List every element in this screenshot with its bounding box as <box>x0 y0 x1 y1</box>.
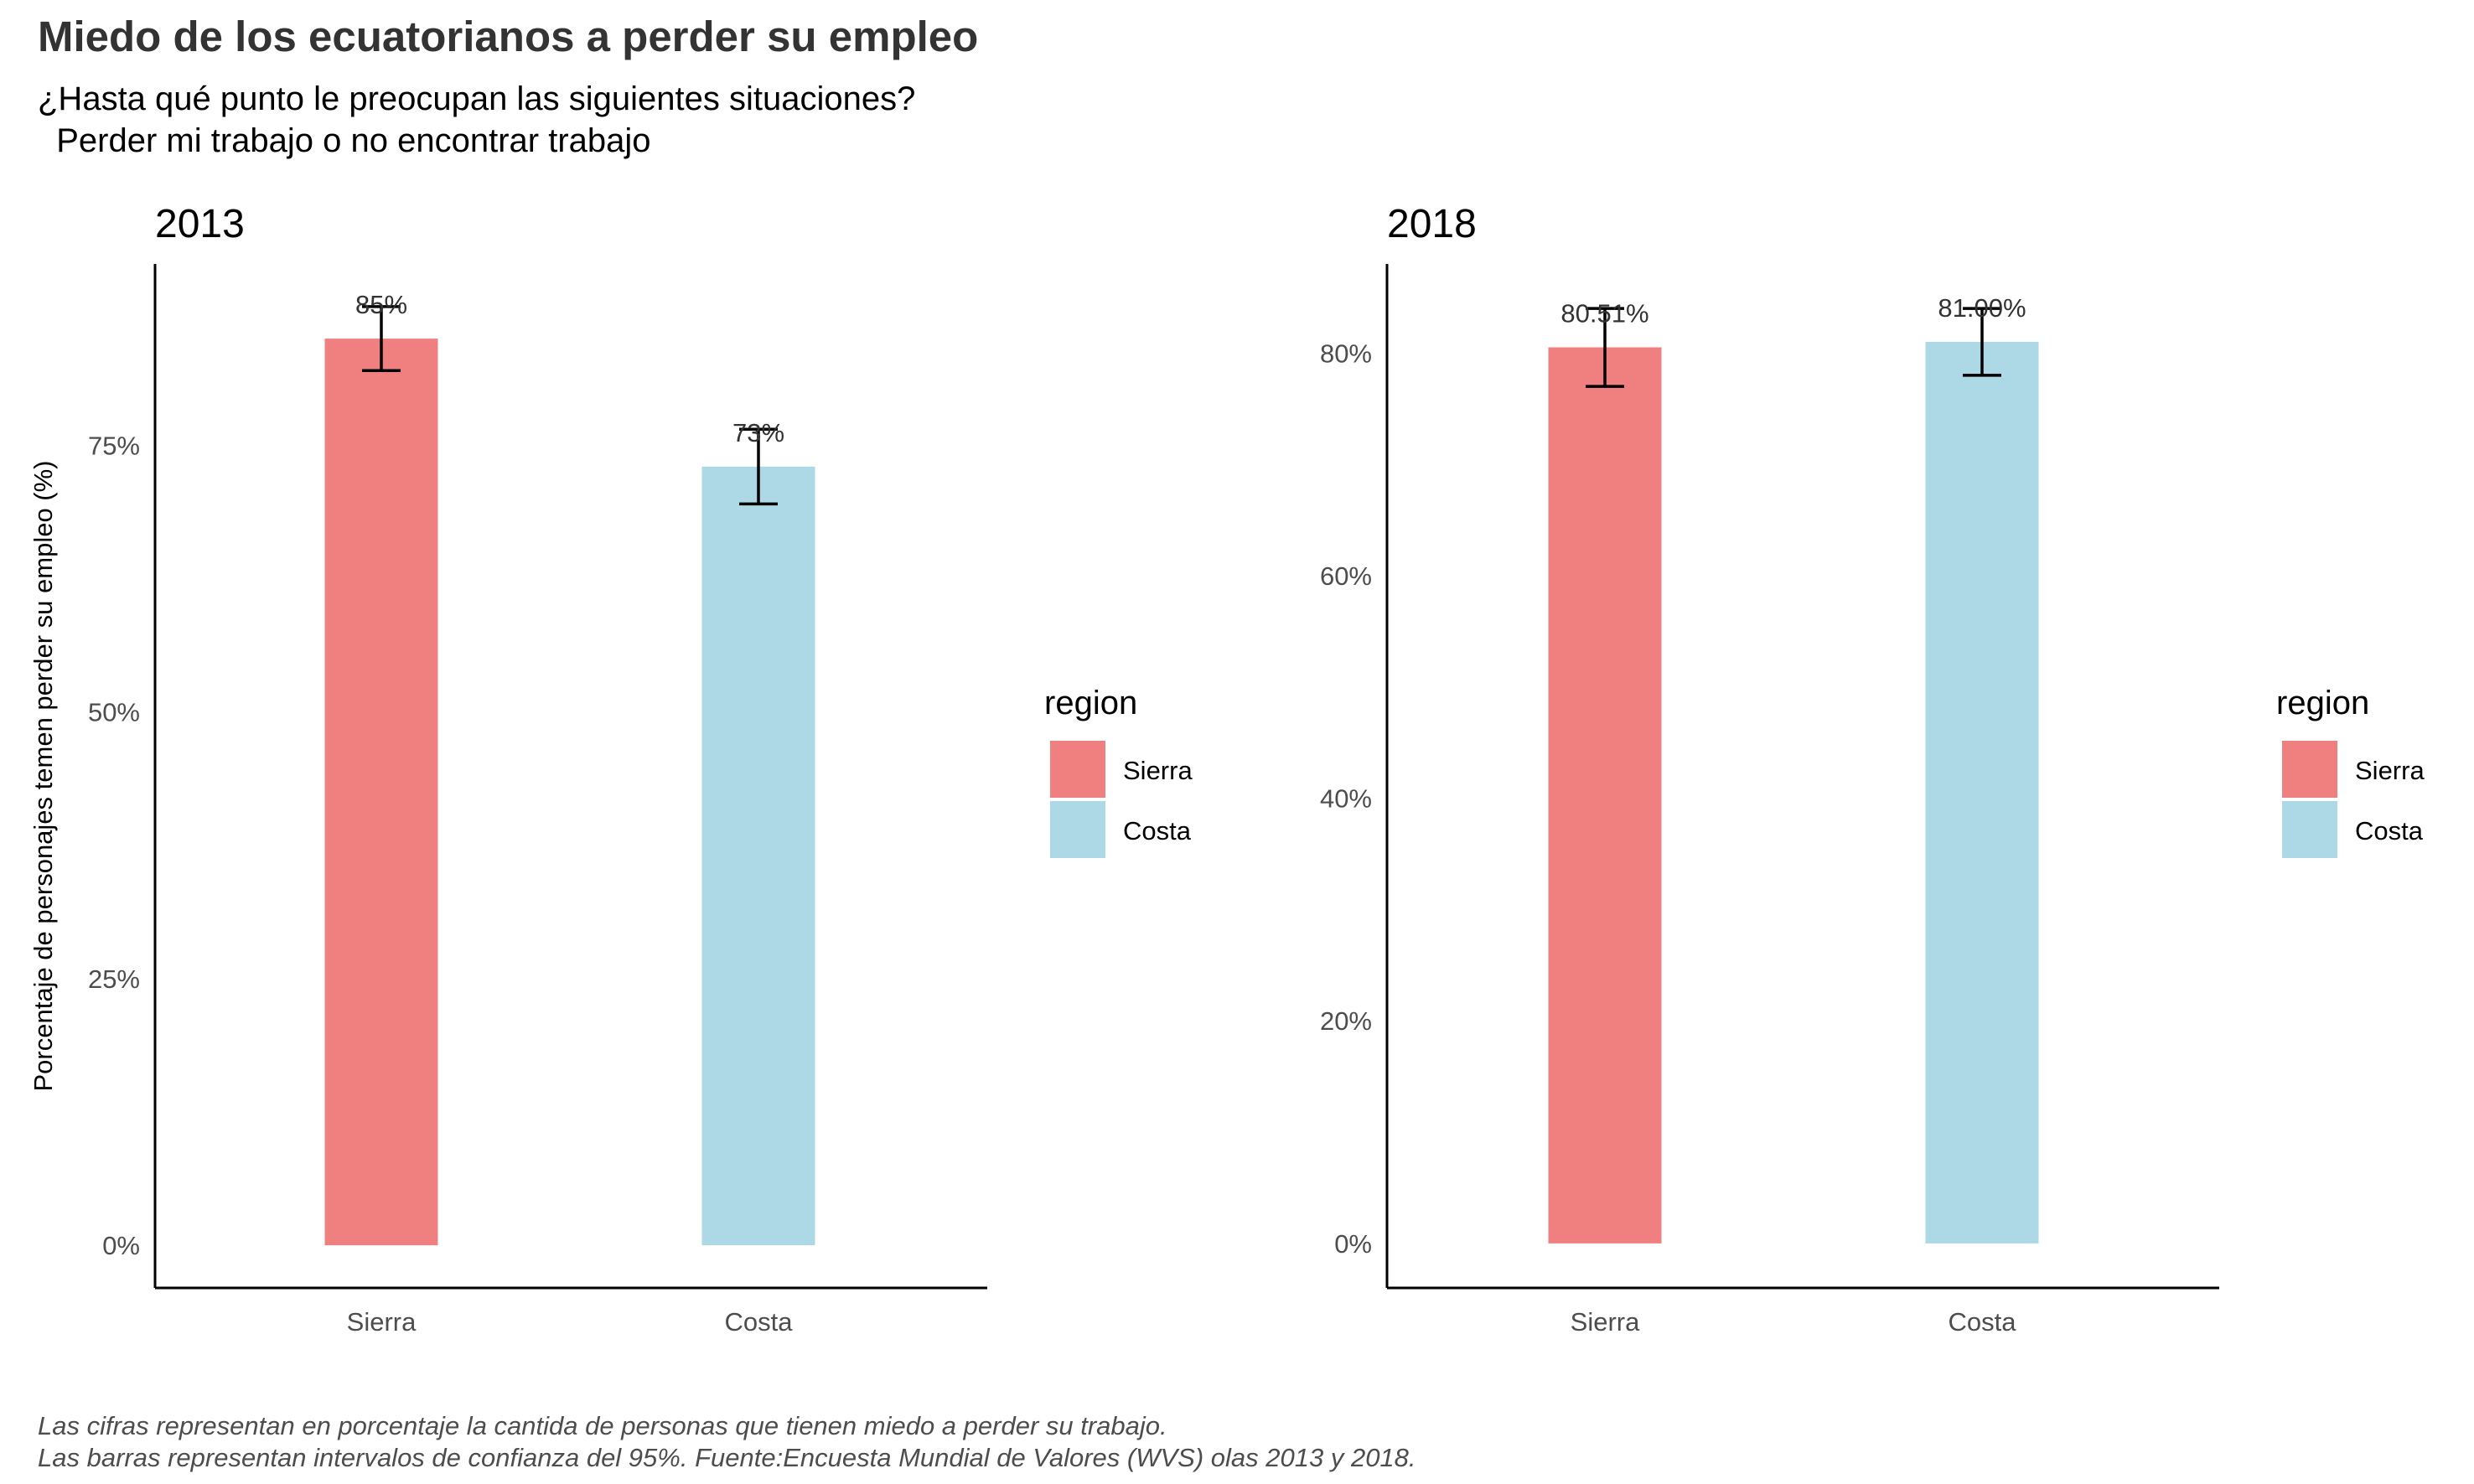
legend-key-sierra <box>1050 741 1105 798</box>
chart-caption: Las cifras representan en porcentaje la … <box>38 1411 1416 1472</box>
data-label: 81.00% <box>1938 293 2026 323</box>
legend-key-costa <box>2282 801 2337 858</box>
bar-sierra <box>1548 347 1662 1244</box>
panel-title: 2018 <box>1387 202 1477 246</box>
bar-costa <box>701 466 815 1246</box>
y-tick-label: 0% <box>102 1231 140 1260</box>
panel-title: 2013 <box>155 202 245 246</box>
y-tick-label: 80% <box>1320 339 1372 368</box>
x-tick-label: Costa <box>1949 1307 2017 1337</box>
x-tick-label: Costa <box>725 1307 794 1337</box>
y-tick-label: 60% <box>1320 561 1372 591</box>
data-label: 85% <box>355 290 407 319</box>
x-tick-label: Sierra <box>1571 1307 1640 1337</box>
chart-subtitle: ¿Hasta qué punto le preocupan las siguie… <box>38 80 916 159</box>
y-tick-label: 50% <box>88 698 140 727</box>
y-axis-title: Porcentaje de personajes temen perder su… <box>28 460 58 1091</box>
y-tick-label: 25% <box>88 964 140 994</box>
x-tick-label: Sierra <box>347 1307 417 1337</box>
legend-label: Costa <box>1123 816 1192 845</box>
legend-key-costa <box>1050 801 1105 858</box>
y-tick-label: 0% <box>1334 1229 1372 1259</box>
y-tick-label: 75% <box>88 431 140 460</box>
data-label: 80.51% <box>1560 298 1648 328</box>
y-tick-label: 40% <box>1320 784 1372 814</box>
legend-key-sierra <box>2282 741 2337 798</box>
legend-label: Costa <box>2355 816 2424 845</box>
legend-title: region <box>1044 685 1137 721</box>
legend-label: Sierra <box>2355 756 2425 785</box>
data-label: 73% <box>732 418 784 447</box>
bar-costa <box>1925 341 2039 1244</box>
legend-label: Sierra <box>1123 756 1193 785</box>
legend-title: region <box>2276 685 2369 721</box>
chart-title: Miedo de los ecuatorianos a perder su em… <box>38 13 979 60</box>
y-tick-label: 20% <box>1320 1006 1372 1036</box>
bar-sierra <box>324 339 438 1246</box>
